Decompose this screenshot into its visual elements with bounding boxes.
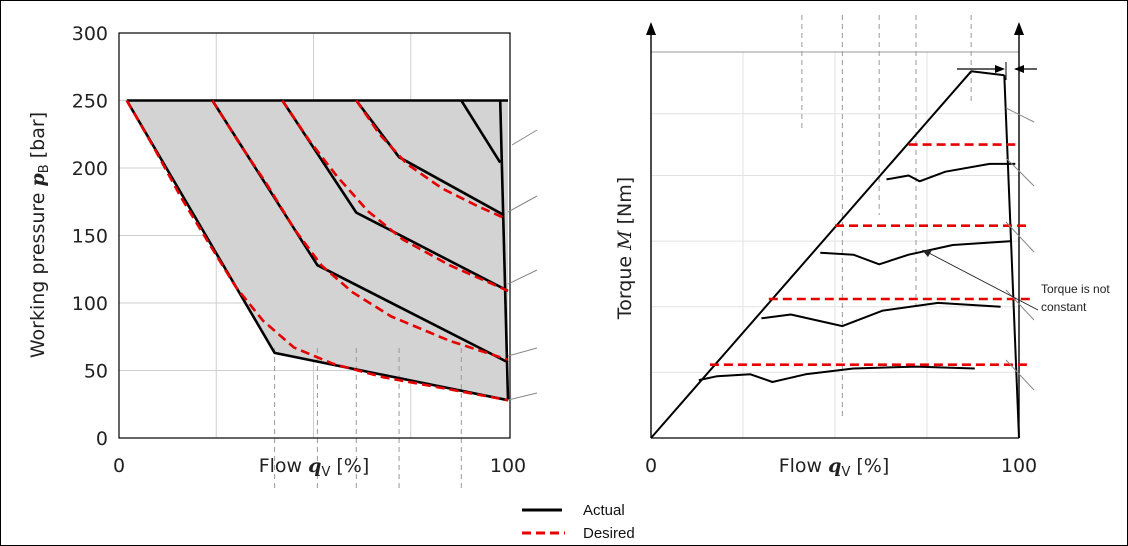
desired-curve [281,99,509,293]
actual-torque-curve [886,162,1016,183]
right-xlabel-sym: q [828,455,841,477]
right-ylabel-pre: Torque [614,250,636,320]
right-series [650,70,1030,439]
legend-actual-label: Actual [583,502,625,519]
pressure-flow-chart: 0 50 100 150 200 250 300 0 100 Flow qV [%] Wor… [27,23,538,492]
left-xlabel-sub: V [321,465,330,480]
annotation-arrow-line [926,251,1039,311]
actual-torque-curve [971,70,1005,77]
left-ylabel-post: [bar] [27,112,49,164]
right-x-tick-100: 100 [1001,455,1037,477]
actual-curve [211,99,509,364]
left-y-tick-labels: 0 50 100 150 200 250 300 [72,23,108,450]
left-x-tick-0: 0 [113,455,125,477]
actual-torque-curve [820,240,1012,266]
annotation-line-2: constant [1041,300,1087,314]
left-plot-border [118,32,511,439]
annotation-line-1: Torque is not [1041,282,1110,296]
left-leader-line [507,269,538,285]
left-series [125,99,510,402]
actual-torque-curve [1003,75,1020,439]
left-leader-line [507,347,538,357]
actual-curve [125,99,509,402]
left-xlabel-post: [%] [330,455,369,477]
left-y-axis-label: Working pressure pB [bar] [27,112,52,358]
right-vertical-guides [801,15,972,420]
right-xlabel-pre: Flow [779,455,828,477]
left-leader-line [507,195,538,213]
shift-arrow-right-head [1014,65,1024,73]
left-leader-lines [507,129,538,401]
left-y-tick-label: 50 [84,361,108,383]
right-grid [651,52,1019,438]
left-leader-line [511,129,538,146]
left-x-axis-label: Flow qV [%] [259,455,370,480]
right-ylabel-sym: M [614,230,636,251]
right-leader-line [1005,289,1035,321]
desired-curve [125,99,509,402]
annotation-arrow-head [922,250,932,257]
right-leader-line [1005,221,1035,253]
left-x-tick-100: 100 [490,455,526,477]
left-y-tick-label: 0 [96,428,108,450]
right-leader-line [1005,107,1035,123]
right-ylabel-post: [Nm] [614,177,636,231]
left-leader-line [507,392,538,401]
right-y-axis-label: Torque M [Nm] [614,177,636,320]
torque-flow-chart: Torque is not constant 0 100 Flow qV [%]… [614,15,1110,480]
left-y-tick-label: 200 [72,158,108,180]
actual-curve [498,100,510,401]
desired-curve [355,99,505,220]
actual-torque-curve [698,365,975,383]
actual-curve [460,99,502,164]
left-ylabel-pre: Working pressure [27,186,49,358]
actual-torque-curve [650,70,972,439]
right-x-tick-0: 0 [645,455,657,477]
right-leader-line [1005,359,1035,391]
left-y-tick-label: 250 [72,91,108,113]
right-y-axis-arrow [646,22,656,35]
left-y-tick-label: 100 [72,293,108,315]
actual-torque-curve [761,301,1001,328]
right-xlabel-post: [%] [850,455,889,477]
left-y-tick-label: 300 [72,23,108,45]
operating-region [126,100,509,401]
right-leader-lines [1005,107,1035,391]
legend-desired-label: Desired [583,525,635,542]
desired-curve [211,99,509,361]
left-y-tick-label: 150 [72,226,108,248]
left-ylabel-sub: B [37,164,52,173]
left-xlabel-pre: Flow [259,455,308,477]
left-xlabel-sym: q [308,455,321,477]
left-ylabel-sym: p [27,172,49,186]
legend: Actual Desired [522,502,635,542]
left-vertical-guides [274,348,462,492]
right-xlabel-sub: V [841,465,850,480]
right-leader-line [1005,157,1035,187]
shift-arrow-left-head [995,65,1005,73]
right-secondary-axis-arrow [1014,22,1024,35]
right-x-axis-label: Flow qV [%] [779,455,890,480]
